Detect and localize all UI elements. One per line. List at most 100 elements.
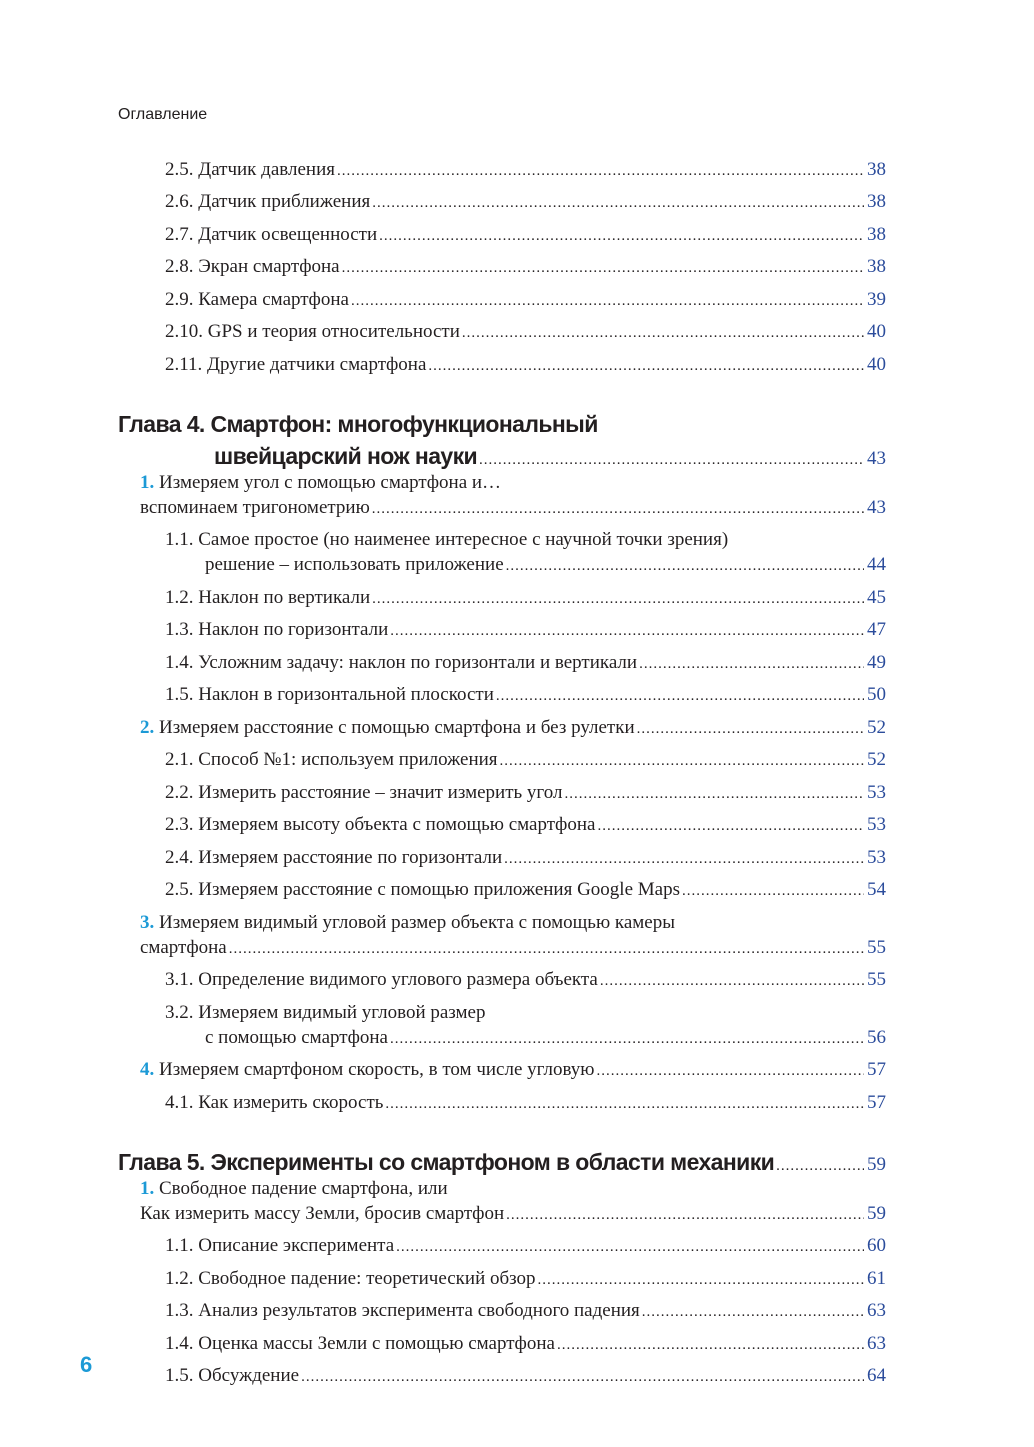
toc-entry[interactable]: 1.3. Анализ результатов эксперимента сво… bbox=[118, 1298, 886, 1325]
toc-page-ref: 44 bbox=[867, 554, 886, 575]
toc-entry-number: 2.10. bbox=[165, 321, 208, 342]
toc-entry[interactable]: 2. Измеряем расстояние с помощью смартфо… bbox=[118, 715, 886, 742]
toc-entry[interactable]: 2.10. GPS и теория относительности 40 bbox=[118, 319, 886, 346]
toc-entry-title: Эксперименты со смартфоном в области мех… bbox=[210, 1148, 775, 1175]
toc-page-ref: 39 bbox=[867, 288, 886, 310]
toc-line: 2.11. Другие датчики смартфона 40 bbox=[165, 352, 886, 379]
toc-line: 2. Измеряем расстояние с помощью смартфо… bbox=[140, 715, 886, 742]
toc-entry-title: Свободное падение: теоретический обзор bbox=[198, 1267, 536, 1289]
toc-entry[interactable]: 1.5. Наклон в горизонтальной плоскости 50 bbox=[118, 682, 886, 709]
toc-line: Глава 4. Смартфон: многофункциональный bbox=[118, 408, 886, 440]
toc-entry-number: 1.3. bbox=[165, 619, 199, 640]
toc-entry[interactable]: 1. Измеряем угол с помощью смартфона и… в… bbox=[118, 470, 886, 522]
toc-entry[interactable]: 2.8. Экран смартфона 38 bbox=[118, 254, 886, 281]
toc-entry[interactable]: 1.1. Самое простое (но наименее интересн… bbox=[118, 527, 886, 579]
dot-leader bbox=[301, 1365, 864, 1390]
dot-leader bbox=[776, 1158, 864, 1175]
toc-page-ref: 38 bbox=[867, 158, 886, 180]
dot-leader bbox=[396, 1235, 864, 1260]
dot-leader bbox=[504, 847, 864, 872]
toc-entry[interactable]: 1.2. Свободное падение: теоретический об… bbox=[118, 1266, 886, 1293]
toc-line: вспоминаем тригонометрию 43 bbox=[140, 495, 886, 522]
toc-line: 1.4. Оценка массы Земли с помощью смартф… bbox=[165, 1331, 886, 1358]
page-number: 6 bbox=[80, 1352, 93, 1377]
toc-entry-title: Смартфон: многофункциональный bbox=[210, 410, 599, 437]
toc-entry[interactable]: 1.5. Обсуждение 64 bbox=[118, 1363, 886, 1390]
toc-entry[interactable]: 1.2. Наклон по вертикали 45 bbox=[118, 585, 886, 612]
toc-entry-number: 1.5. bbox=[165, 1365, 199, 1386]
toc-entry[interactable]: 1.4. Оценка массы Земли с помощью смартф… bbox=[118, 1331, 886, 1358]
toc-entry-title: Измеряем высоту объекта с помощью смартф… bbox=[198, 814, 596, 835]
toc-entry-number: 3. bbox=[140, 911, 159, 933]
toc-entry-title: Усложним задачу: наклон по горизонтали и… bbox=[198, 651, 638, 673]
toc-entry[interactable]: 2.7. Датчик освещенности 38 bbox=[118, 222, 886, 249]
toc-entry-number: 2.5. bbox=[165, 879, 199, 900]
toc-line: Глава 5. Эксперименты со смартфоном в об… bbox=[118, 1146, 886, 1178]
dot-leader bbox=[637, 717, 864, 742]
toc-line: 1.5. Обсуждение 64 bbox=[165, 1363, 886, 1390]
toc-page-ref: 55 bbox=[867, 969, 886, 990]
toc-entry[interactable]: 2.5. Измеряем расстояние с помощью прило… bbox=[118, 877, 886, 904]
toc-entry[interactable]: 4. Измеряем смартфоном скорость, в том ч… bbox=[118, 1057, 886, 1084]
toc-line: 1. Свободное падение смартфона, или bbox=[140, 1176, 886, 1201]
dot-leader bbox=[557, 1333, 864, 1358]
toc-entry-title: Экран смартфона bbox=[198, 256, 340, 277]
toc-entry-number: 1.1. bbox=[165, 1235, 199, 1256]
toc-chapter[interactable]: Глава 4. Смартфон: многофункциональный шв… bbox=[118, 408, 886, 472]
toc-line: швейцарский нож науки 43 bbox=[118, 440, 886, 472]
toc-entry-number: 2.3. bbox=[165, 814, 199, 835]
toc-page-ref: 40 bbox=[867, 353, 886, 375]
toc-entry-title: Самое простое (но наименее интересное с … bbox=[198, 529, 729, 550]
toc-entry[interactable]: 2.2. Измерить расстояние – значит измери… bbox=[118, 780, 886, 807]
toc-entry-title: Способ №1: используем приложения bbox=[198, 749, 498, 770]
toc-entry-title: вспоминаем тригонометрию bbox=[140, 496, 370, 518]
toc-entry[interactable]: 3.2. Измеряем видимый угловой размер с по… bbox=[118, 1000, 886, 1052]
toc-entry[interactable]: 2.4. Измеряем расстояние по горизонтали 5… bbox=[118, 845, 886, 872]
toc-line: Как измерить массу Земли, бросив смартфо… bbox=[140, 1201, 886, 1228]
toc-entry[interactable]: 2.11. Другие датчики смартфона 40 bbox=[118, 352, 886, 379]
toc-line: 2.3. Измеряем высоту объекта с помощью с… bbox=[165, 812, 886, 839]
toc-entry[interactable]: 1.4. Усложним задачу: наклон по горизонт… bbox=[118, 650, 886, 677]
toc-entry[interactable]: 2.3. Измеряем высоту объекта с помощью с… bbox=[118, 812, 886, 839]
toc-line: 1.2. Свободное падение: теоретический об… bbox=[165, 1266, 886, 1293]
dot-leader bbox=[496, 684, 864, 709]
toc-entry-number: 1. bbox=[140, 471, 159, 493]
toc-page-ref: 57 bbox=[867, 1091, 886, 1113]
toc-entry-number: 1.3. bbox=[165, 1300, 199, 1321]
toc-entry[interactable]: 1. Свободное падение смартфона, или Как и… bbox=[118, 1176, 886, 1228]
toc-entry-title: Измеряем видимый угловой размер bbox=[198, 1001, 486, 1023]
toc-page-ref: 64 bbox=[867, 1365, 886, 1386]
toc-page-ref: 50 bbox=[867, 684, 886, 705]
toc-line: 2.10. GPS и теория относительности 40 bbox=[165, 319, 886, 346]
toc-page-ref: 38 bbox=[867, 191, 886, 212]
toc-entry[interactable]: 3.1. Определение видимого углового разме… bbox=[118, 967, 886, 994]
toc-entry-number: 1.1. bbox=[165, 529, 199, 550]
dot-leader bbox=[372, 191, 864, 216]
toc-entry-title: Измеряем расстояние с помощью приложения… bbox=[198, 879, 680, 900]
toc-entry[interactable]: 2.5. Датчик давления 38 bbox=[118, 157, 886, 184]
toc-page-ref: 60 bbox=[867, 1235, 886, 1256]
toc-entry[interactable]: 4.1. Как измерить скорость 57 bbox=[118, 1090, 886, 1117]
toc-entry[interactable]: 1.3. Наклон по горизонтали 47 bbox=[118, 617, 886, 644]
toc-entry-number: 2.11. bbox=[165, 353, 208, 375]
toc-chapter[interactable]: Глава 5. Эксперименты со смартфоном в об… bbox=[118, 1146, 886, 1178]
toc-entry-title: Датчик освещенности bbox=[198, 223, 378, 245]
toc-page-ref: 63 bbox=[867, 1332, 886, 1354]
toc-entry[interactable]: 1.1. Описание эксперимента 60 bbox=[118, 1233, 886, 1260]
toc-entry[interactable]: 2.9. Камера смартфона 39 bbox=[118, 287, 886, 314]
toc-entry[interactable]: 2.6. Датчик приближения 38 bbox=[118, 189, 886, 216]
dot-leader bbox=[342, 256, 864, 281]
toc-page-ref: 45 bbox=[867, 586, 886, 608]
toc-entry[interactable]: 2.1. Способ №1: используем приложения 52 bbox=[118, 747, 886, 774]
toc-entry-title: швейцарский нож науки bbox=[214, 442, 478, 469]
toc-line: 2.4. Измеряем расстояние по горизонтали 5… bbox=[165, 845, 886, 872]
dot-leader bbox=[372, 497, 864, 522]
toc-entry[interactable]: 3. Измеряем видимый угловой размер объек… bbox=[118, 910, 886, 962]
toc-entry-number: 2.6. bbox=[165, 191, 199, 212]
toc-entry-title: Другие датчики смартфона bbox=[207, 353, 427, 375]
dot-leader bbox=[564, 782, 864, 807]
dot-leader bbox=[390, 1027, 864, 1052]
toc-line: 2.5. Измеряем расстояние с помощью прило… bbox=[165, 877, 886, 904]
toc-entry-title: Измеряем угол с помощью смартфона и… bbox=[159, 471, 502, 493]
toc-entry-title: Как измерить скорость bbox=[198, 1091, 384, 1113]
